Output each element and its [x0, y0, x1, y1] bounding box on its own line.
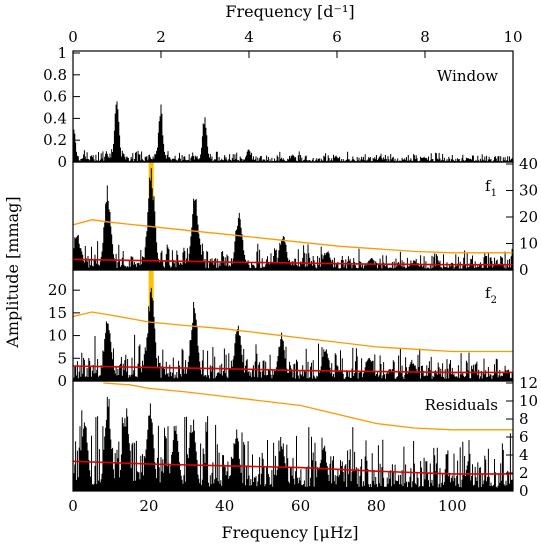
bottom-x-tick-label-2: 40 — [215, 497, 234, 515]
y-tick-label-left-2-2: 10 — [48, 327, 67, 345]
y-tick-label-left-2-0: 0 — [57, 372, 67, 390]
bottom-x-tick-label-0: 0 — [68, 497, 78, 515]
bottom-x-axis-label: Frequency [μHz] — [222, 523, 359, 542]
top-x-tick-label-5: 10 — [503, 28, 522, 46]
spectrum-1 — [72, 168, 514, 270]
y-tick-label-right-3-6: 12 — [519, 374, 538, 392]
y-tick-label-left-0-0: 0 — [57, 153, 67, 171]
bottom-x-tick-label-3: 60 — [291, 497, 310, 515]
y-tick-label-left-0-3: 0.6 — [43, 88, 67, 106]
bottom-x-tick-label-5: 100 — [438, 497, 467, 515]
y-tick-label-left-2-4: 20 — [48, 281, 67, 299]
top-x-tick-label-2: 4 — [244, 28, 254, 46]
y-axis-label: Amplitude [mmag] — [3, 196, 22, 348]
spectrum-0 — [72, 101, 514, 162]
y-tick-label-left-0-4: 0.8 — [43, 66, 67, 84]
ticks-layer: 00.20.40.60.8101020304005101520024681012… — [43, 28, 538, 515]
red-curve-3 — [72, 460, 513, 475]
panel-label-f1-sub: 1 — [491, 188, 497, 199]
y-tick-label-right-3-1: 2 — [519, 464, 529, 482]
top-x-tick-label-4: 8 — [420, 28, 430, 46]
panel-label-f1: f1 — [485, 177, 497, 199]
panel-frame-3 — [72, 380, 514, 492]
y-tick-label-right-1-2: 20 — [519, 208, 538, 226]
frames-layer — [72, 50, 514, 492]
top-x-axis-label: Frequency [d⁻¹] — [225, 2, 354, 21]
top-x-tick-label-1: 2 — [156, 28, 166, 46]
y-tick-label-right-3-2: 4 — [519, 446, 529, 464]
panel-frame-1 — [72, 161, 514, 271]
spectra-layer — [72, 101, 514, 491]
y-tick-label-right-3-3: 6 — [519, 428, 529, 446]
panel-label-f2-sub: 2 — [491, 295, 497, 306]
y-tick-label-left-0-5: 1 — [57, 44, 67, 62]
y-tick-label-left-0-2: 0.4 — [43, 109, 67, 127]
y-tick-label-right-1-0: 0 — [519, 261, 529, 279]
y-tick-label-right-3-5: 10 — [519, 392, 538, 410]
bottom-x-tick-label-1: 20 — [139, 497, 158, 515]
y-tick-label-left-2-3: 15 — [48, 304, 67, 322]
y-tick-label-right-3-4: 8 — [519, 410, 529, 428]
top-x-tick-label-3: 6 — [332, 28, 342, 46]
y-tick-label-left-2-1: 5 — [57, 349, 67, 367]
panel-label-window: Window — [437, 67, 498, 85]
orange-curve-1 — [72, 219, 513, 254]
y-tick-label-right-1-4: 40 — [519, 155, 538, 173]
orange-curve-2 — [72, 311, 513, 353]
orange-curve-3 — [103, 382, 513, 431]
panel-label-f2: f2 — [485, 284, 497, 306]
y-tick-label-left-0-1: 0.2 — [43, 131, 67, 149]
panel-label-residuals: Residuals — [425, 396, 498, 414]
y-tick-label-right-3-0: 0 — [519, 482, 529, 500]
red-curve-2 — [72, 365, 513, 374]
bottom-x-tick-label-4: 80 — [367, 497, 386, 515]
y-tick-label-right-1-3: 30 — [519, 182, 538, 200]
y-tick-label-right-1-1: 10 — [519, 235, 538, 253]
top-x-tick-label-0: 0 — [68, 28, 78, 46]
